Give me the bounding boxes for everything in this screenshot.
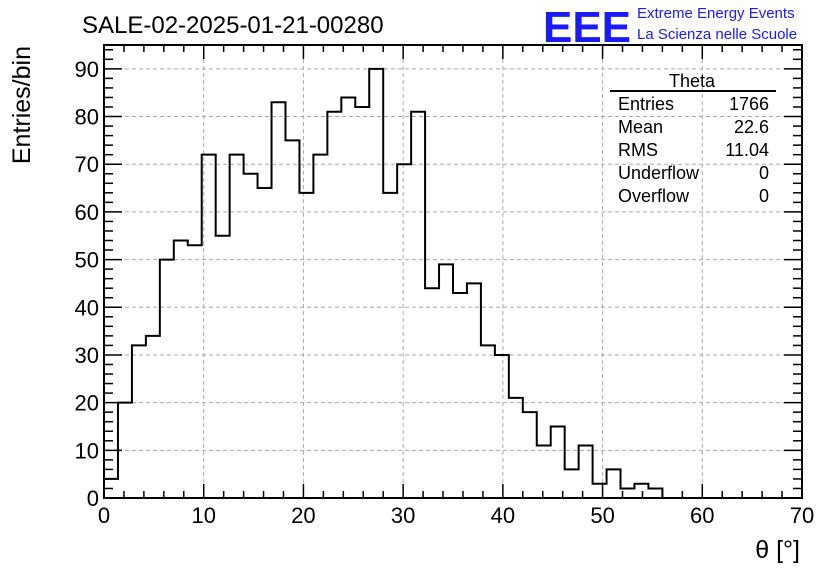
stats-value: 0 [759, 186, 769, 206]
eee-logo-line2: La Scienza nelle Scuole [637, 26, 797, 43]
y-tick-label: 50 [75, 248, 99, 273]
eee-logo-mark: EEE [543, 3, 631, 52]
x-axis-title: θ [°] [755, 536, 800, 564]
eee-logo: EEE Extreme Energy Events La Scienza nel… [543, 3, 797, 52]
x-tick-label: 0 [98, 503, 110, 528]
chart-title: SALE-02-2025-01-21-00280 [82, 12, 384, 39]
x-tick-labels: 0 10 20 30 40 50 60 70 [98, 503, 814, 528]
stats-label: Underflow [618, 163, 700, 183]
x-tick-label: 20 [291, 503, 315, 528]
stats-value: 22.6 [734, 117, 769, 137]
stats-label: RMS [618, 140, 658, 160]
eee-logo-line1: Extreme Energy Events [637, 5, 795, 22]
stats-value: 0 [759, 163, 769, 183]
y-tick-label: 30 [75, 343, 99, 368]
stats-row-overflow: Overflow 0 [618, 186, 769, 206]
y-tick-label: 90 [75, 57, 99, 82]
stats-row-entries: Entries 1766 [618, 94, 769, 114]
stats-value: 1766 [729, 94, 769, 114]
y-tick-label: 10 [75, 438, 99, 463]
x-tick-label: 40 [491, 503, 515, 528]
histogram-outline [103, 67, 802, 499]
y-axis-title: Entries/bin [8, 46, 36, 164]
y-tick-label: 60 [75, 200, 99, 225]
x-tick-label: 50 [590, 503, 614, 528]
x-tick-label: 30 [391, 503, 415, 528]
y-tick-label: 40 [75, 295, 99, 320]
stats-value: 11.04 [725, 140, 769, 160]
y-tick-label: 0 [87, 486, 99, 511]
y-tick-labels: 0 10 20 30 40 50 60 70 80 90 [75, 57, 99, 511]
x-tick-label: 10 [191, 503, 215, 528]
y-tick-label: 80 [75, 105, 99, 130]
stats-row-rms: RMS 11.04 [618, 140, 769, 160]
axis-ticks [103, 45, 803, 499]
stats-label: Overflow [618, 186, 690, 206]
stats-label: Mean [618, 117, 663, 137]
y-tick-label: 70 [75, 152, 99, 177]
stats-row-mean: Mean 22.6 [618, 117, 769, 137]
x-tick-label: 60 [690, 503, 714, 528]
stats-label: Entries [618, 94, 674, 114]
y-tick-label: 20 [75, 391, 99, 416]
x-tick-label: 70 [790, 503, 814, 528]
stats-box: Theta Entries 1766 Mean 22.6 RMS 11.04 U… [610, 71, 776, 206]
plot-frame [103, 44, 803, 499]
grid-lines [104, 45, 802, 498]
stats-title: Theta [669, 71, 716, 91]
stats-row-underflow: Underflow 0 [618, 163, 769, 183]
